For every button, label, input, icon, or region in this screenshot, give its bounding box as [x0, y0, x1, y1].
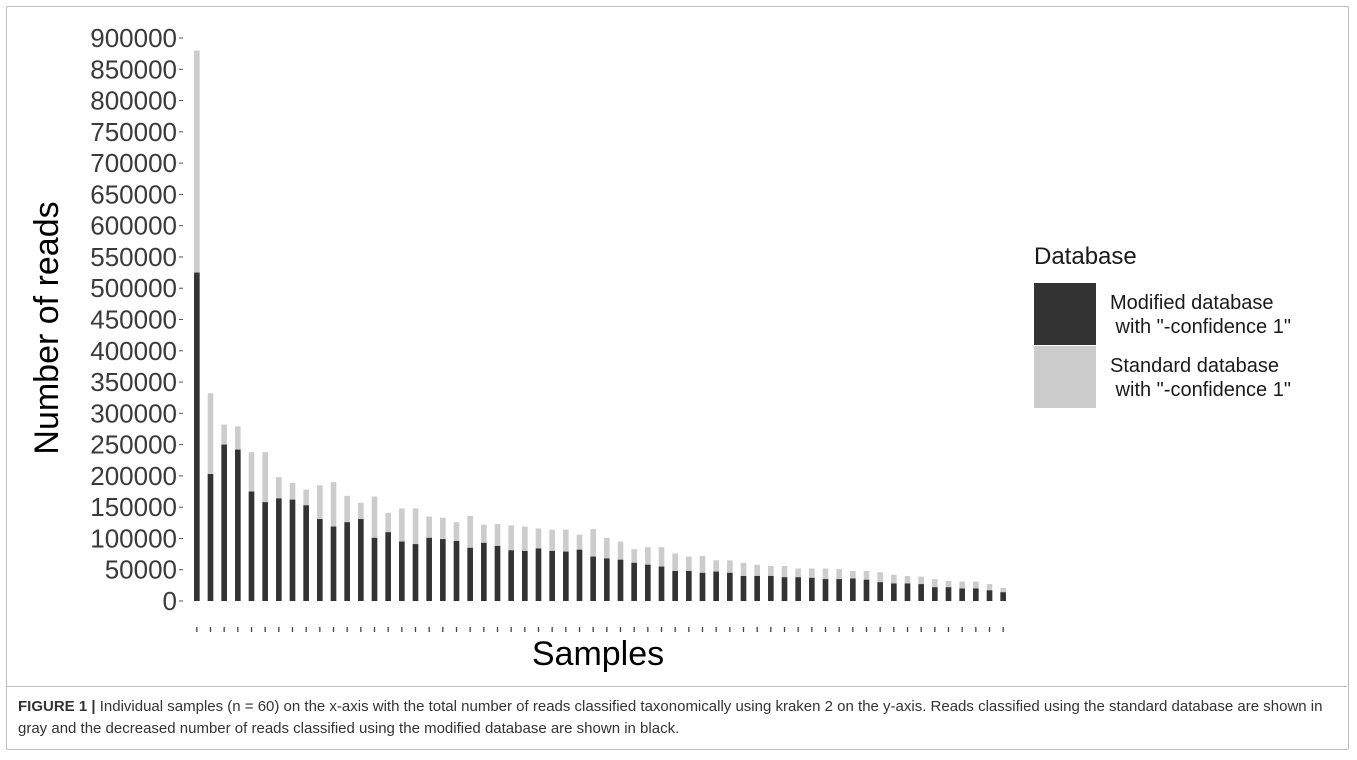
bar-modified — [863, 579, 870, 601]
bar-modified — [248, 491, 255, 601]
bar-modified — [563, 551, 569, 601]
bar-modified — [522, 550, 528, 601]
legend-title: Database — [1034, 243, 1137, 270]
legend: Database Modified database with "-confid… — [1034, 243, 1291, 408]
bar-modified — [986, 590, 993, 601]
bar-modified — [412, 544, 419, 601]
bar-modified — [590, 556, 596, 601]
bar-modified — [494, 545, 501, 601]
bar-modified — [344, 522, 350, 601]
bar-modified — [440, 539, 446, 601]
legend-swatch-modified — [1034, 283, 1096, 345]
bar-modified — [918, 584, 924, 601]
bar-modified — [1000, 592, 1006, 601]
x-axis-title: Samples — [532, 635, 664, 673]
y-tick-label: 250000 — [90, 430, 177, 460]
bar-modified — [276, 498, 282, 601]
bar-modified — [740, 575, 747, 601]
bar-chart: 0500001000001500002000002500003000003500… — [28, 23, 1291, 673]
y-tick-label: 0 — [163, 586, 177, 616]
bar-modified — [207, 474, 214, 601]
y-tick-label: 600000 — [90, 211, 177, 241]
y-axis: 0500001000001500002000002500003000003500… — [90, 23, 183, 616]
bar-modified — [221, 444, 227, 601]
y-tick-label: 750000 — [90, 117, 177, 147]
y-tick-label: 550000 — [90, 242, 177, 272]
legend-label-modified-line1: Modified database — [1110, 292, 1273, 314]
y-tick-label: 200000 — [90, 461, 177, 491]
y-tick-label: 850000 — [90, 54, 177, 84]
y-tick-label: 700000 — [90, 148, 177, 178]
bar-modified — [631, 562, 637, 601]
y-tick-label: 450000 — [90, 305, 177, 335]
bar-modified — [932, 587, 938, 601]
x-axis-ticks — [196, 627, 1004, 632]
figure-frame — [6, 6, 1349, 750]
bars — [194, 50, 1006, 602]
bar-modified — [822, 579, 829, 601]
bar-modified — [453, 540, 460, 601]
bar-modified — [850, 578, 856, 601]
y-axis-title: Number of reads — [28, 201, 66, 454]
y-tick-label: 100000 — [90, 523, 177, 553]
y-tick-label: 400000 — [90, 336, 177, 366]
bar-modified — [891, 583, 897, 601]
bar-modified — [617, 559, 624, 601]
legend-label-standard-line2: with "-confidence 1" — [1110, 379, 1291, 401]
bar-modified — [358, 519, 364, 601]
bar-modified — [535, 548, 542, 601]
bar-modified — [809, 577, 815, 601]
caption-lead: FIGURE 1 | — [18, 698, 96, 715]
bar-modified — [385, 532, 391, 601]
bar-modified — [686, 570, 692, 601]
bar-modified — [645, 564, 651, 601]
bar-modified — [836, 579, 842, 601]
bar-modified — [317, 519, 323, 601]
bar-modified — [371, 537, 378, 601]
bar-modified — [508, 550, 514, 601]
bar-modified — [768, 575, 774, 601]
bar-modified — [877, 582, 883, 601]
y-tick-label: 900000 — [90, 23, 177, 53]
bar-modified — [781, 577, 788, 601]
bar-modified — [973, 588, 979, 601]
bar-modified — [904, 583, 911, 601]
bar-modified — [194, 272, 200, 601]
bar-modified — [604, 558, 610, 601]
bar-modified — [235, 449, 241, 601]
bar-modified — [672, 570, 678, 601]
bar-modified — [727, 572, 733, 601]
bar-modified — [549, 550, 555, 601]
bar-modified — [658, 566, 665, 601]
bar-modified — [426, 537, 432, 601]
caption-divider — [7, 686, 1347, 687]
legend-swatch-standard — [1034, 346, 1096, 408]
bar-modified — [576, 549, 583, 601]
legend-label-modified-line2: with "-confidence 1" — [1110, 316, 1291, 338]
bar-modified — [303, 505, 309, 601]
bar-modified — [262, 502, 268, 601]
bar-modified — [699, 572, 706, 601]
y-tick-label: 150000 — [90, 492, 177, 522]
legend-label-standard-line1: Standard database — [1110, 355, 1279, 377]
bar-modified — [289, 499, 296, 601]
bar-modified — [481, 542, 487, 601]
y-tick-label: 300000 — [90, 398, 177, 428]
bar-modified — [795, 577, 801, 601]
bar-modified — [945, 587, 952, 601]
bar-modified — [330, 526, 337, 601]
bar-modified — [713, 571, 719, 601]
y-tick-label: 650000 — [90, 179, 177, 209]
y-tick-label: 350000 — [90, 367, 177, 397]
bar-modified — [959, 588, 965, 601]
figure-caption: FIGURE 1 | Individual samples (n = 60) o… — [18, 696, 1338, 740]
y-tick-label: 500000 — [90, 273, 177, 303]
caption-text: Individual samples (n = 60) on the x-axi… — [18, 698, 1323, 737]
y-tick-label: 800000 — [90, 86, 177, 116]
bar-modified — [399, 541, 405, 601]
y-tick-label: 50000 — [105, 555, 177, 585]
bar-modified — [467, 547, 473, 601]
bar-modified — [754, 575, 760, 601]
